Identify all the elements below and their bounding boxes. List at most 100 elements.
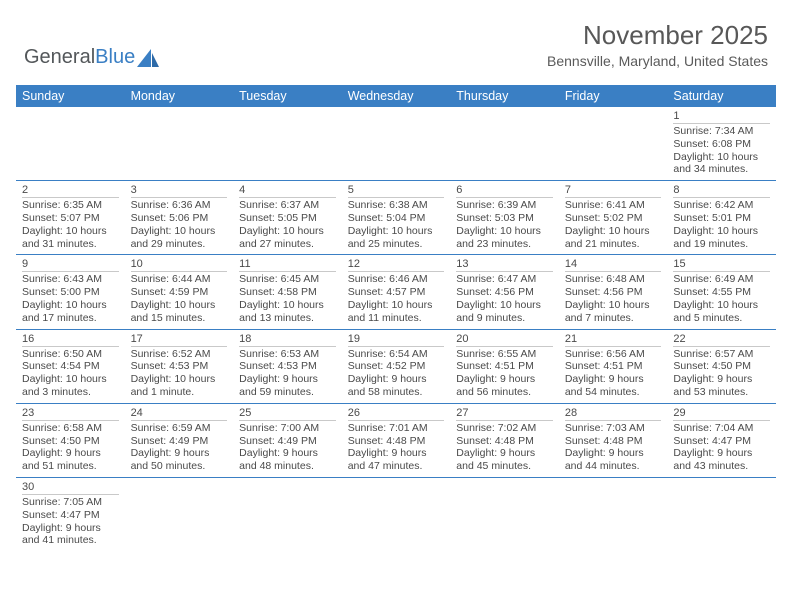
sunrise-line: Sunrise: 6:55 AM (456, 348, 553, 361)
sunset-line: Sunset: 5:00 PM (22, 286, 119, 299)
sunrise-line: Sunrise: 6:57 AM (673, 348, 770, 361)
day-cell (667, 478, 776, 551)
sunrise-line: Sunrise: 7:01 AM (348, 422, 445, 435)
sunset-line: Sunset: 4:48 PM (565, 435, 662, 448)
day-number: 23 (22, 407, 119, 421)
day-details: Sunrise: 6:42 AMSunset: 5:01 PMDaylight:… (673, 199, 770, 250)
day-cell: 30Sunrise: 7:05 AMSunset: 4:47 PMDayligh… (16, 478, 125, 551)
sunrise-line: Sunrise: 6:42 AM (673, 199, 770, 212)
week-row: 23Sunrise: 6:58 AMSunset: 4:50 PM Dayligh… (16, 404, 776, 478)
day-cell (559, 478, 668, 551)
sunset-line: Sunset: 4:52 PM (348, 360, 445, 373)
weeks-container: 1Sunrise: 7:34 AMSunset: 6:08 PMDaylight… (16, 107, 776, 551)
day-number: 4 (239, 184, 336, 198)
day-cell (450, 478, 559, 551)
daylight-line-2: and 47 minutes. (348, 460, 445, 473)
daylight-line-1: Daylight: 10 hours (673, 151, 770, 164)
day-number: 8 (673, 184, 770, 198)
daylight-line-2: and 58 minutes. (348, 386, 445, 399)
sunset-line: Sunset: 4:50 PM (673, 360, 770, 373)
day-details: Sunrise: 6:37 AMSunset: 5:05 PMDaylight:… (239, 199, 336, 250)
day-number: 19 (348, 333, 445, 347)
sunrise-line: Sunrise: 6:58 AM (22, 422, 119, 435)
sunrise-line: Sunrise: 7:00 AM (239, 422, 336, 435)
day-number: 11 (239, 258, 336, 272)
daylight-line-1: Daylight: 9 hours (239, 447, 336, 460)
day-details: Sunrise: 7:00 AMSunset: 4:49 PMDaylight:… (239, 422, 336, 473)
sunset-line: Sunset: 4:56 PM (565, 286, 662, 299)
day-cell: 13Sunrise: 6:47 AMSunset: 4:56 PMDayligh… (450, 255, 559, 328)
sunrise-line: Sunrise: 6:48 AM (565, 273, 662, 286)
daylight-line-2: and 48 minutes. (239, 460, 336, 473)
day-details: Sunrise: 6:48 AMSunset: 4:56 PMDaylight:… (565, 273, 662, 324)
day-cell (450, 107, 559, 180)
daylight-line-2: and 25 minutes. (348, 238, 445, 251)
daylight-line-2: and 44 minutes. (565, 460, 662, 473)
daylight-line-2: and 7 minutes. (565, 312, 662, 325)
daylight-line-1: Daylight: 9 hours (131, 447, 228, 460)
day-details: Sunrise: 6:47 AMSunset: 4:56 PMDaylight:… (456, 273, 553, 324)
sunset-line: Sunset: 5:06 PM (131, 212, 228, 225)
day-cell (125, 478, 234, 551)
day-cell: 15Sunrise: 6:49 AMSunset: 4:55 PMDayligh… (667, 255, 776, 328)
sunrise-line: Sunrise: 6:52 AM (131, 348, 228, 361)
day-number: 3 (131, 184, 228, 198)
day-header-cell: Sunday (16, 85, 125, 107)
daylight-line-1: Daylight: 10 hours (22, 225, 119, 238)
day-header-cell: Tuesday (233, 85, 342, 107)
day-details: Sunrise: 6:39 AMSunset: 5:03 PMDaylight:… (456, 199, 553, 250)
daylight-line-2: and 54 minutes. (565, 386, 662, 399)
day-number: 14 (565, 258, 662, 272)
day-cell: 11Sunrise: 6:45 AMSunset: 4:58 PMDayligh… (233, 255, 342, 328)
daylight-line-1: Daylight: 10 hours (131, 225, 228, 238)
daylight-line-1: Daylight: 9 hours (22, 522, 119, 535)
sunset-line: Sunset: 4:59 PM (131, 286, 228, 299)
day-header-cell: Saturday (667, 85, 776, 107)
daylight-line-2: and 31 minutes. (22, 238, 119, 251)
day-number: 21 (565, 333, 662, 347)
day-cell (342, 478, 451, 551)
sunset-line: Sunset: 4:56 PM (456, 286, 553, 299)
sunrise-line: Sunrise: 6:59 AM (131, 422, 228, 435)
sunrise-line: Sunrise: 6:47 AM (456, 273, 553, 286)
sunset-line: Sunset: 4:50 PM (22, 435, 119, 448)
daylight-line-2: and 56 minutes. (456, 386, 553, 399)
sunrise-line: Sunrise: 6:43 AM (22, 273, 119, 286)
day-number: 6 (456, 184, 553, 198)
day-cell: 7Sunrise: 6:41 AMSunset: 5:02 PMDaylight… (559, 181, 668, 254)
sunset-line: Sunset: 4:55 PM (673, 286, 770, 299)
day-number: 30 (22, 481, 119, 495)
day-number: 28 (565, 407, 662, 421)
day-number: 13 (456, 258, 553, 272)
day-cell: 4Sunrise: 6:37 AMSunset: 5:05 PMDaylight… (233, 181, 342, 254)
day-number: 22 (673, 333, 770, 347)
daylight-line-1: Daylight: 10 hours (348, 299, 445, 312)
day-details: Sunrise: 6:43 AMSunset: 5:00 PMDaylight:… (22, 273, 119, 324)
daylight-line-2: and 17 minutes. (22, 312, 119, 325)
sunset-line: Sunset: 5:01 PM (673, 212, 770, 225)
daylight-line-1: Daylight: 9 hours (673, 373, 770, 386)
sunrise-line: Sunrise: 7:34 AM (673, 125, 770, 138)
daylight-line-2: and 19 minutes. (673, 238, 770, 251)
calendar: SundayMondayTuesdayWednesdayThursdayFrid… (16, 85, 776, 551)
day-cell: 1Sunrise: 7:34 AMSunset: 6:08 PMDaylight… (667, 107, 776, 180)
sunrise-line: Sunrise: 6:37 AM (239, 199, 336, 212)
day-number: 26 (348, 407, 445, 421)
daylight-line-1: Daylight: 9 hours (348, 373, 445, 386)
day-cell: 12Sunrise: 6:46 AMSunset: 4:57 PMDayligh… (342, 255, 451, 328)
daylight-line-2: and 29 minutes. (131, 238, 228, 251)
sunset-line: Sunset: 4:51 PM (456, 360, 553, 373)
sunset-line: Sunset: 4:47 PM (673, 435, 770, 448)
day-number: 15 (673, 258, 770, 272)
sunrise-line: Sunrise: 6:54 AM (348, 348, 445, 361)
sunrise-line: Sunrise: 6:49 AM (673, 273, 770, 286)
daylight-line-2: and 21 minutes. (565, 238, 662, 251)
day-cell (342, 107, 451, 180)
sunrise-line: Sunrise: 6:35 AM (22, 199, 119, 212)
day-number: 2 (22, 184, 119, 198)
sunrise-line: Sunrise: 6:39 AM (456, 199, 553, 212)
daylight-line-1: Daylight: 9 hours (239, 373, 336, 386)
daylight-line-1: Daylight: 10 hours (565, 225, 662, 238)
day-cell: 18Sunrise: 6:53 AMSunset: 4:53 PMDayligh… (233, 330, 342, 403)
week-row: 30Sunrise: 7:05 AMSunset: 4:47 PMDayligh… (16, 478, 776, 551)
